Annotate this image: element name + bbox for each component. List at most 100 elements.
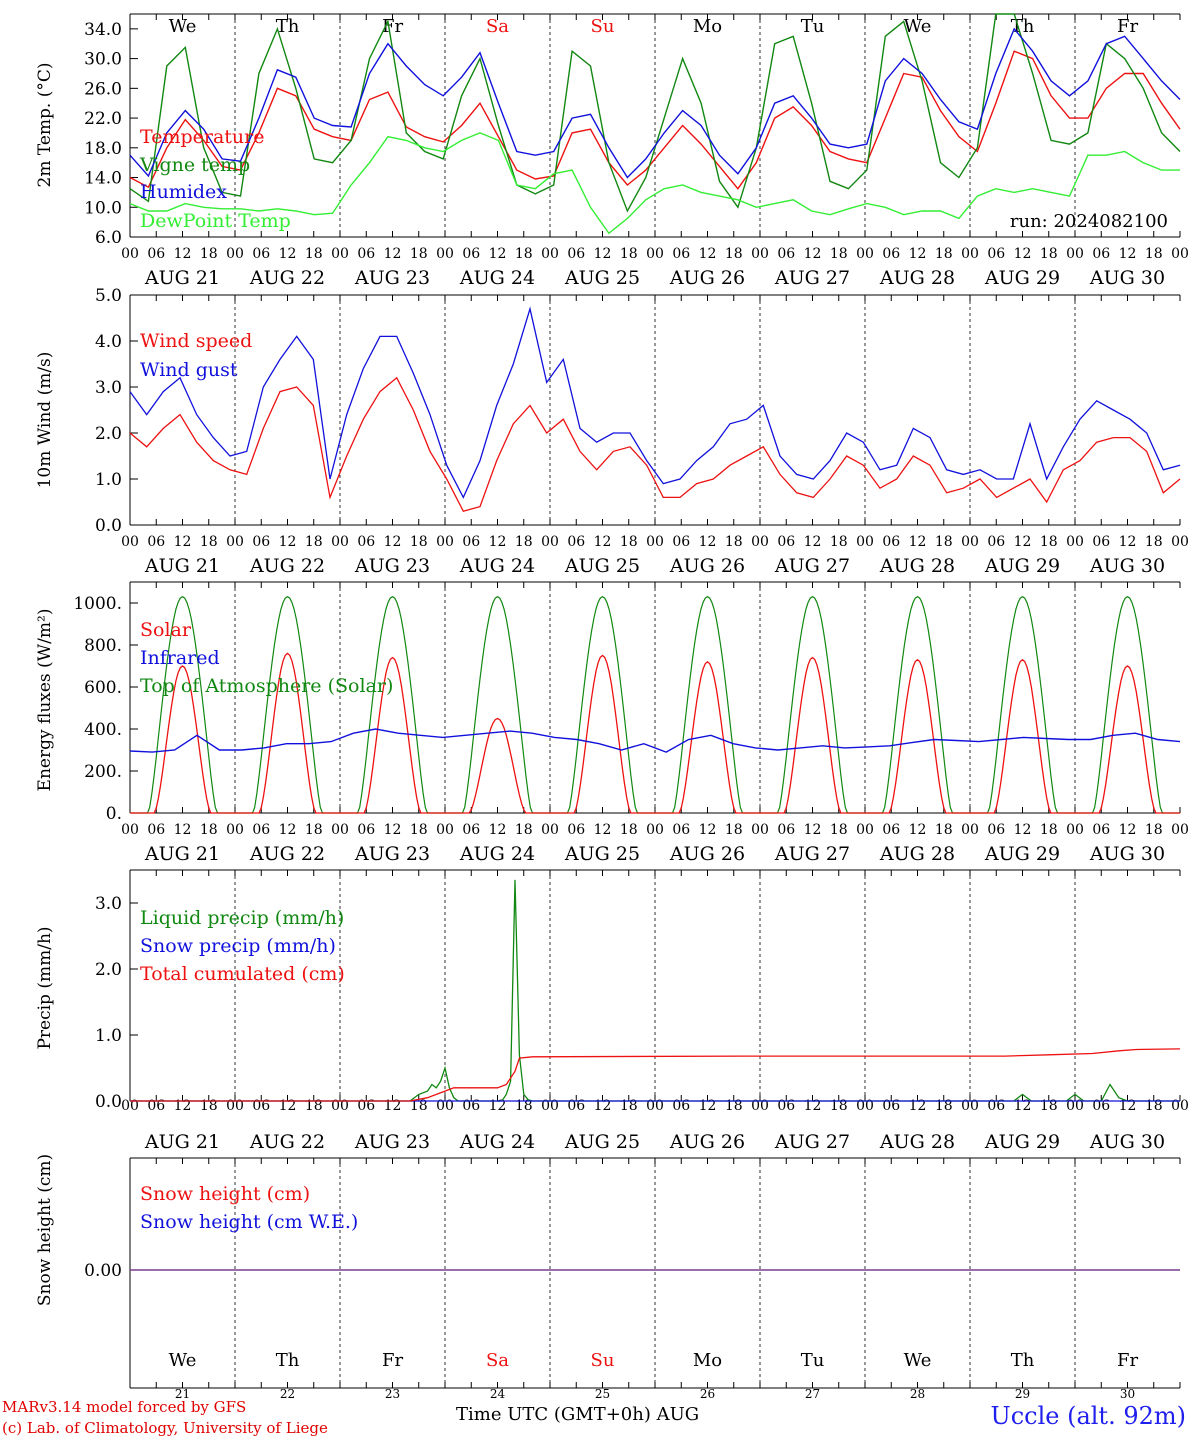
hour-tick-label: 06 (252, 1098, 270, 1114)
legend-entry: Wind gust (140, 359, 238, 381)
hour-tick-label: 12 (804, 1098, 822, 1114)
y-tick-label: 600. (84, 678, 122, 698)
date-label: AUG 21 (144, 555, 220, 577)
y-tick-label: 4.0 (95, 332, 122, 352)
hour-tick-label: 06 (882, 534, 900, 550)
bottom-day-abbrev: Th (1011, 1350, 1035, 1371)
hour-tick-label: 12 (804, 822, 822, 838)
hour-tick-label: 06 (357, 1098, 375, 1114)
date-label: AUG 29 (984, 555, 1060, 577)
date-label: AUG 21 (144, 1131, 220, 1153)
legend-entry: Snow height (cm) (140, 1183, 310, 1205)
hour-tick-label: 00 (1066, 246, 1084, 262)
hour-tick-label: 06 (882, 822, 900, 838)
hour-tick-label: 12 (594, 822, 612, 838)
hour-tick-label: 12 (699, 246, 717, 262)
date-label: AUG 30 (1089, 267, 1165, 289)
y-tick-label: 0. (106, 804, 122, 824)
date-label: AUG 21 (144, 843, 220, 865)
hour-tick-label: 18 (1145, 1098, 1163, 1114)
hour-tick-label: 18 (935, 822, 953, 838)
hour-tick-label: 18 (305, 534, 323, 550)
hour-tick-label: 00 (1066, 534, 1084, 550)
hour-tick-label: 12 (909, 822, 927, 838)
hour-tick-label: 00 (961, 1098, 979, 1114)
date-label: AUG 27 (774, 267, 850, 289)
date-label: AUG 23 (354, 843, 430, 865)
hour-tick-label: 00 (226, 1098, 244, 1114)
hour-tick-label: 00 (541, 822, 559, 838)
legend-entry: Vigne temp (139, 154, 250, 176)
day-abbrev: We (169, 16, 197, 37)
series-line (129, 50, 1181, 190)
hour-tick-label: 18 (620, 1098, 638, 1114)
hour-tick-label: 18 (830, 1098, 848, 1114)
hour-tick-label: 18 (1145, 822, 1163, 838)
hour-tick-label: 12 (174, 246, 192, 262)
hour-tick-label: 18 (200, 246, 218, 262)
hour-tick-label: 18 (1040, 534, 1058, 550)
hour-tick-label: 18 (935, 534, 953, 550)
legend-entry: Total cumulated (cm) (140, 963, 345, 985)
hour-tick-label: 06 (672, 822, 690, 838)
bottom-day-abbrev: Mo (693, 1350, 722, 1371)
date-label: AUG 25 (564, 843, 640, 865)
hour-tick-label: 06 (987, 534, 1005, 550)
series-solar (130, 652, 1180, 814)
y-tick-label: 14.0 (84, 169, 122, 189)
legend-entry: Infrared (140, 647, 220, 669)
bottom-day-number: 27 (805, 1387, 820, 1401)
time-axis-label: Time UTC (GMT+0h) AUG (456, 1404, 700, 1425)
date-label: AUG 29 (984, 843, 1060, 865)
hour-tick-label: 18 (515, 1098, 533, 1114)
hour-tick-label: 00 (226, 822, 244, 838)
date-label: AUG 26 (669, 555, 745, 577)
hour-tick-label: 12 (489, 534, 507, 550)
hour-tick-label: 12 (699, 534, 717, 550)
bottom-day-abbrev: Su (591, 1350, 615, 1371)
hour-tick-label: 18 (830, 246, 848, 262)
y-tick-label: 18.0 (84, 139, 122, 159)
hour-tick-label: 00 (1171, 534, 1189, 550)
hour-tick-label: 12 (384, 534, 402, 550)
bottom-day-abbrev: Fr (1117, 1350, 1138, 1371)
hour-tick-label: 12 (909, 246, 927, 262)
date-label: AUG 22 (249, 1131, 325, 1153)
y-tick-label: 2.0 (95, 960, 122, 980)
hour-tick-label: 00 (856, 822, 874, 838)
hour-tick-label: 00 (121, 1098, 139, 1114)
day-abbrev: Th (1011, 16, 1035, 37)
station-label: Uccle (alt. 92m) (990, 1402, 1186, 1430)
hour-tick-label: 06 (567, 246, 585, 262)
hour-tick-label: 18 (1145, 246, 1163, 262)
bottom-day-number: 29 (1015, 1387, 1030, 1401)
bottom-day-number: 21 (175, 1387, 190, 1401)
hour-tick-label: 00 (751, 822, 769, 838)
hour-tick-label: 06 (777, 1098, 795, 1114)
hour-tick-label: 06 (147, 1098, 165, 1114)
hour-tick-label: 00 (121, 822, 139, 838)
hour-tick-label: 12 (174, 822, 192, 838)
hour-tick-label: 18 (725, 534, 743, 550)
bottom-day-abbrev: Th (276, 1350, 300, 1371)
hour-tick-label: 18 (305, 822, 323, 838)
bottom-day-abbrev: Tu (801, 1350, 825, 1371)
hour-tick-label: 06 (567, 1098, 585, 1114)
hour-tick-label: 00 (1066, 822, 1084, 838)
hour-tick-label: 00 (856, 1098, 874, 1114)
lab-credit: (c) Lab. of Climatology, University of L… (2, 1419, 328, 1437)
hour-tick-label: 12 (1119, 246, 1137, 262)
hour-tick-label: 12 (489, 822, 507, 838)
hour-tick-label: 00 (121, 534, 139, 550)
hour-tick-label: 00 (1171, 246, 1189, 262)
bottom-day-abbrev: Sa (486, 1350, 509, 1371)
hour-tick-label: 12 (1014, 246, 1032, 262)
hour-tick-label: 12 (594, 534, 612, 550)
hour-tick-label: 06 (357, 534, 375, 550)
y-tick-label: 6.0 (95, 228, 122, 248)
hour-tick-label: 00 (331, 534, 349, 550)
legend-entry: Wind speed (140, 330, 252, 352)
hour-tick-label: 18 (515, 822, 533, 838)
hour-tick-label: 18 (725, 822, 743, 838)
day-abbrev: Mo (693, 16, 722, 37)
